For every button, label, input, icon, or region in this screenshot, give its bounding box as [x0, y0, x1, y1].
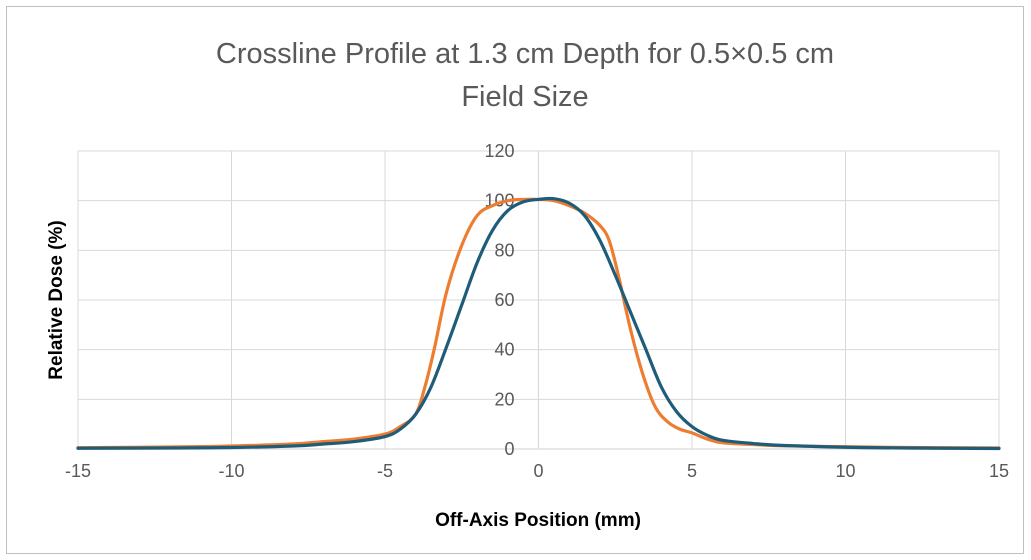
gridlines	[77, 150, 1000, 450]
chart-frame	[6, 6, 1024, 554]
x-axis-title: Off-Axis Position (mm)	[435, 510, 641, 531]
y-tick-label: 0	[504, 439, 514, 459]
x-tick-label: -15	[65, 461, 91, 481]
series-line-1	[76, 197, 1001, 450]
x-tick-label: 0	[533, 461, 543, 481]
y-tick-label: 120	[484, 141, 514, 161]
y-axis-title: Relative Dose (%)	[46, 220, 67, 379]
y-tick-label: 60	[494, 290, 514, 310]
x-tick-label: 15	[989, 461, 1009, 481]
x-tick-labels: -15 -10 -5 0 5 10 15	[65, 461, 1009, 481]
series-line-2	[76, 196, 1001, 451]
y-tick-label: 80	[494, 240, 514, 260]
series-lines	[76, 196, 1001, 451]
x-tick-label: -10	[218, 461, 244, 481]
y-tick-label: 40	[494, 340, 514, 360]
chart-title-line-2: Field Size	[461, 81, 588, 113]
y-tick-label: 20	[494, 389, 514, 409]
x-tick-label: 10	[835, 461, 855, 481]
x-tick-label: 5	[687, 461, 697, 481]
chart-title-line-1: Crossline Profile at 1.3 cm Depth for 0.…	[216, 38, 834, 70]
x-tick-label: -5	[377, 461, 393, 481]
